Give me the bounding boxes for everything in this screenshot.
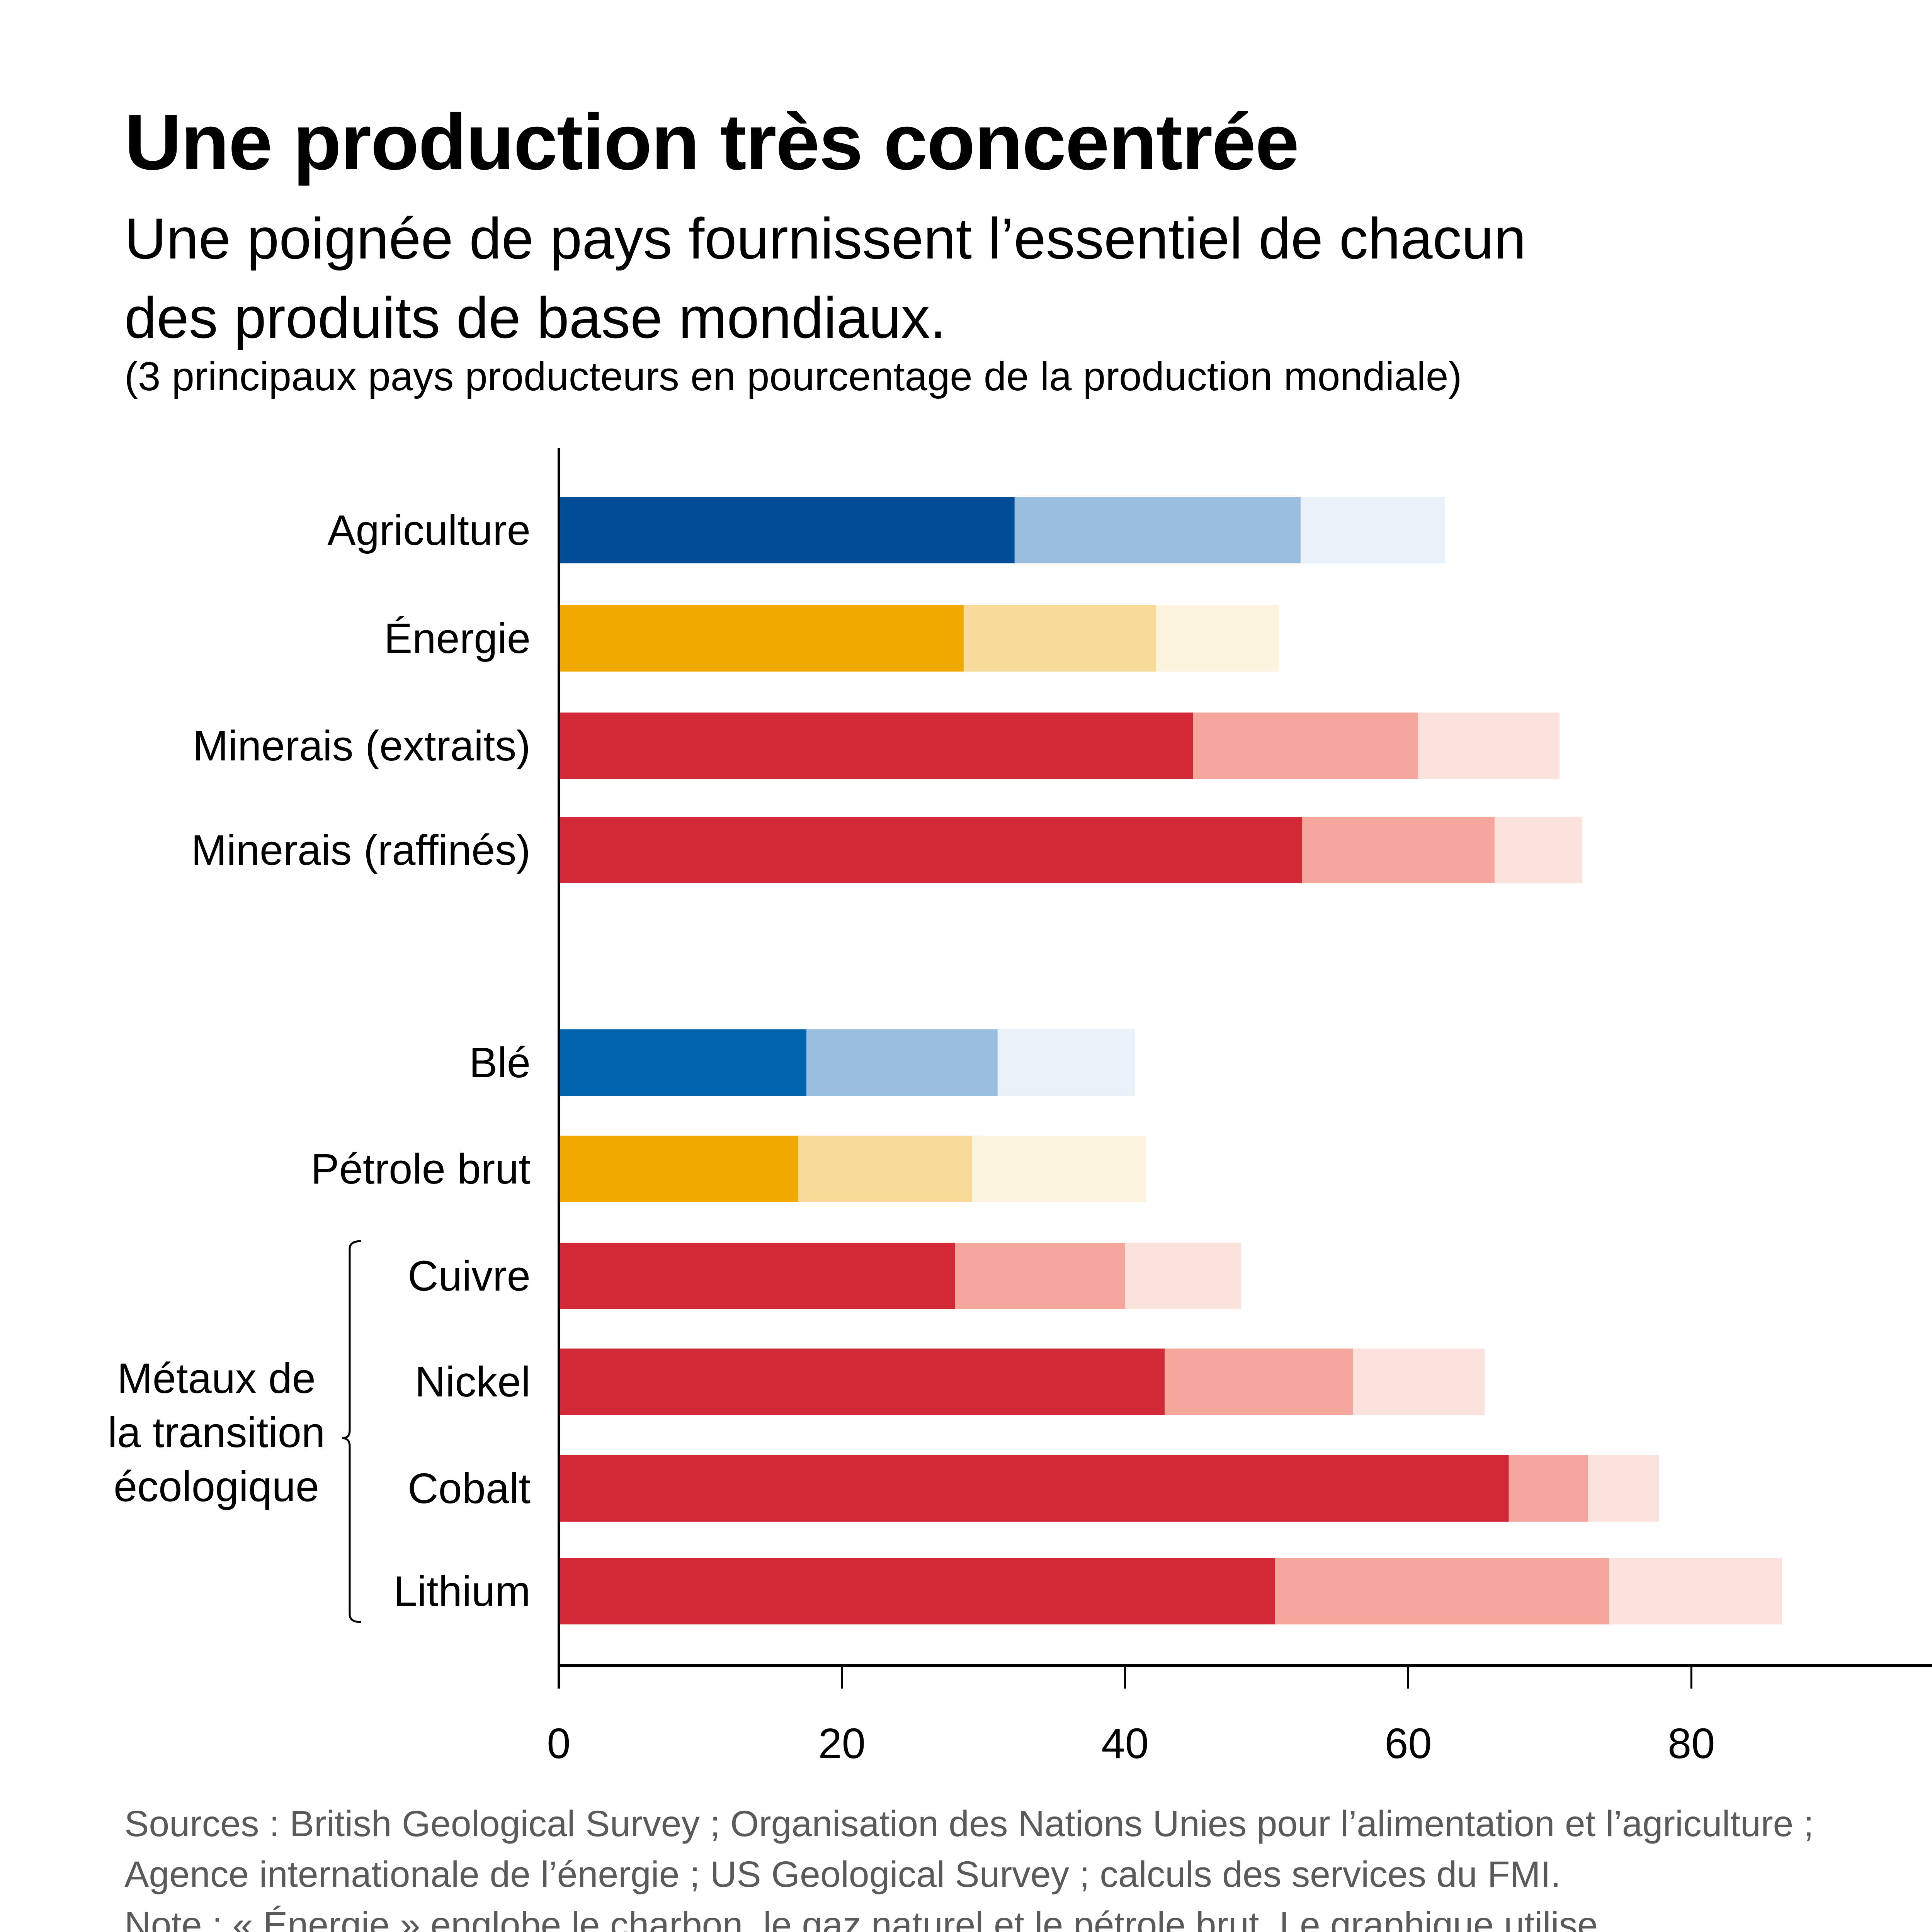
category-label: Agriculture — [327, 507, 531, 554]
subtitle-line-1: Une poignée de pays fournissent l’essent… — [124, 206, 1526, 271]
group-label-line: Métaux de — [117, 1355, 316, 1402]
x-tick-label: 40 — [1101, 1720, 1148, 1767]
chart-title: Une production très concentrée — [124, 98, 1299, 186]
footnote: Sources : British Geological Survey ; Or… — [124, 1799, 1932, 1932]
bar-segment-2 — [1014, 497, 1301, 563]
bar-segment-3 — [997, 1029, 1135, 1096]
bar-segment-1 — [559, 1136, 798, 1202]
bar-segment-2 — [1302, 817, 1495, 883]
bar-segment-2 — [1509, 1455, 1588, 1522]
units-note: (3 principaux pays producteurs en pource… — [124, 354, 1462, 399]
category-label: Minerais (raffinés) — [191, 827, 531, 874]
bar-segment-3 — [1353, 1349, 1485, 1415]
category-label: Lithium — [393, 1568, 531, 1615]
category-label: Minerais (extraits) — [193, 722, 531, 770]
bar-segment-1 — [559, 605, 964, 672]
group-label-line: la transition — [108, 1409, 325, 1456]
bar-segment-3 — [1300, 497, 1445, 563]
chart-subtitle: Une poignée de pays fournissent l’essent… — [124, 199, 1932, 357]
category-label: Cobalt — [408, 1465, 531, 1512]
category-label: Blé — [469, 1039, 531, 1087]
bar-segment-1 — [559, 1243, 955, 1309]
axes: 020406080100 — [547, 448, 1932, 1767]
group-label-line: écologique — [114, 1463, 319, 1510]
bar-segment-1 — [559, 1455, 1509, 1522]
bar-segment-3 — [1418, 713, 1560, 779]
subtitle-line-2: des produits de base mondiaux. — [124, 285, 946, 350]
bar-segment-3 — [1494, 817, 1583, 883]
bar-segment-2 — [798, 1136, 972, 1202]
category-labels: Agriculture Énergie Minerais (extraits) Min… — [191, 507, 531, 1615]
footnote-line: Note : « Énergie » englobe le charbon, l… — [124, 1905, 1598, 1932]
bar-segment-2 — [963, 605, 1156, 672]
x-tick-label: 20 — [818, 1720, 866, 1767]
bar-segment-1 — [559, 817, 1302, 883]
category-label: Énergie — [384, 615, 531, 662]
x-tick-label: 60 — [1384, 1720, 1432, 1767]
bar-segment-1 — [559, 497, 1015, 563]
bars-layer — [559, 497, 1782, 1624]
bar-segment-2 — [1275, 1558, 1609, 1624]
category-label: Pétrole brut — [311, 1145, 531, 1193]
bar-segment-1 — [559, 1558, 1275, 1624]
bar-segment-1 — [559, 1029, 807, 1096]
bar-segment-3 — [1588, 1455, 1659, 1522]
group-bracket: Métaux de la transition écologique — [108, 1240, 362, 1623]
category-label: Nickel — [415, 1358, 531, 1406]
footnote-line: Agence internationale de l’énergie ; US … — [124, 1854, 1561, 1895]
bar-segment-2 — [1193, 713, 1418, 779]
x-tick-label: 80 — [1668, 1720, 1715, 1767]
bar-segment-2 — [955, 1243, 1125, 1309]
bar-segment-3 — [1609, 1558, 1782, 1624]
category-label: Cuivre — [408, 1252, 531, 1300]
bar-segment-3 — [1125, 1243, 1242, 1309]
bar-segment-1 — [559, 713, 1193, 779]
footnote-line: Sources : British Geological Survey ; Or… — [124, 1803, 1814, 1844]
bar-segment-3 — [972, 1136, 1146, 1202]
bar-segment-2 — [1165, 1349, 1353, 1415]
bracket-icon — [342, 1240, 362, 1623]
bar-segment-1 — [559, 1349, 1165, 1415]
bar-segment-3 — [1156, 605, 1279, 672]
bar-segment-2 — [806, 1029, 998, 1096]
x-tick-label: 0 — [547, 1720, 570, 1767]
